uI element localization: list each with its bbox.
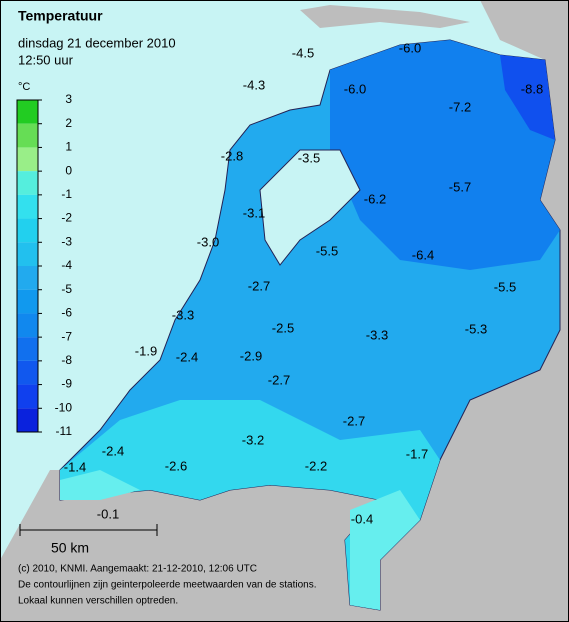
legend-label: -2 [61,211,72,225]
title: Temperatuur [18,8,103,24]
legend-cell [17,408,38,432]
station-value: -2.7 [343,413,365,428]
station-value: -5.3 [465,321,487,336]
cold-zone [330,40,560,270]
footer-line: (c) 2010, KNMI. Aangemaakt: 21-12-2010, … [18,564,257,575]
station-value: -0.1 [97,506,119,521]
station-value: -3.1 [243,205,265,220]
station-value: -3.2 [242,432,264,447]
legend-cell [17,289,38,314]
station-value: -5.7 [449,179,471,194]
legend-label: -10 [55,400,73,414]
footer-line: De contourlijnen zijn geinterpoleerde me… [18,580,317,591]
station-value: -6.0 [344,81,366,96]
legend-label: -4 [61,258,72,272]
legend-cell [17,266,38,290]
mildest-zone [60,470,420,610]
scale-label: 50 km [51,540,89,556]
station-value: -6.4 [412,247,434,262]
legend-label: -7 [61,329,72,343]
station-value: -5.5 [316,243,338,258]
footer-line: Lokaal kunnen verschillen optreden. [18,596,178,607]
date: dinsdag 21 december 2010 [18,35,176,50]
neighbour-land [0,470,380,622]
station-value: -0.4 [351,511,373,526]
legend-label: -5 [61,282,72,296]
legend-cell [17,100,38,124]
station-value: -7.2 [449,99,471,114]
coldest-zone [500,55,555,140]
ijsselmeer [259,149,361,266]
station-value: -1.7 [406,446,428,461]
legend-label: 2 [65,116,72,130]
legend-cell [17,337,38,361]
station-value: -2.5 [272,320,294,335]
station-value: -6.0 [399,40,421,55]
station-value: -3.0 [197,234,219,249]
legend-cell [17,384,38,409]
station-value: -2.7 [268,372,290,387]
legend-label: 0 [65,163,72,177]
legend-unit: °C [18,81,30,93]
legend-label: 3 [65,92,72,106]
legend-label: -1 [61,187,72,201]
station-value: -2.8 [221,148,243,163]
legend-cell [17,194,38,219]
legend-label: -11 [56,424,73,438]
station-value: -5.5 [494,279,516,294]
mild-zone [60,400,440,610]
time: 12:50 uur [18,52,74,67]
station-value: -4.3 [243,77,265,92]
legend-label: -9 [61,377,72,391]
station-value: -6.2 [364,191,386,206]
station-value: -2.7 [248,278,270,293]
station-value: -8.8 [521,81,543,96]
legend-cell [17,313,38,338]
legend-cell [17,171,38,195]
station-value: -2.4 [176,349,198,364]
station-value: -4.5 [292,45,314,60]
station-value: -3.3 [366,327,388,342]
station-value: -2.9 [240,348,262,363]
station-value: -1.4 [64,459,86,474]
legend-cell [17,123,38,148]
wadden-islands [300,5,470,28]
station-value: -3.5 [298,150,320,165]
station-value: -3.3 [172,307,194,322]
legend-label: -6 [61,306,72,320]
legend-label: -8 [61,353,72,367]
neighbour-land [380,0,569,622]
station-value: -2.2 [305,458,327,473]
legend-cell [17,242,38,266]
legend-cell [17,360,38,385]
legend-label: -3 [61,234,72,248]
station-value: -2.4 [102,443,124,458]
legend-label: 1 [65,140,72,154]
legend-cell [17,147,38,172]
station-value: -2.6 [165,458,187,473]
legend-cell [17,218,38,243]
station-value: -1.9 [135,343,157,358]
